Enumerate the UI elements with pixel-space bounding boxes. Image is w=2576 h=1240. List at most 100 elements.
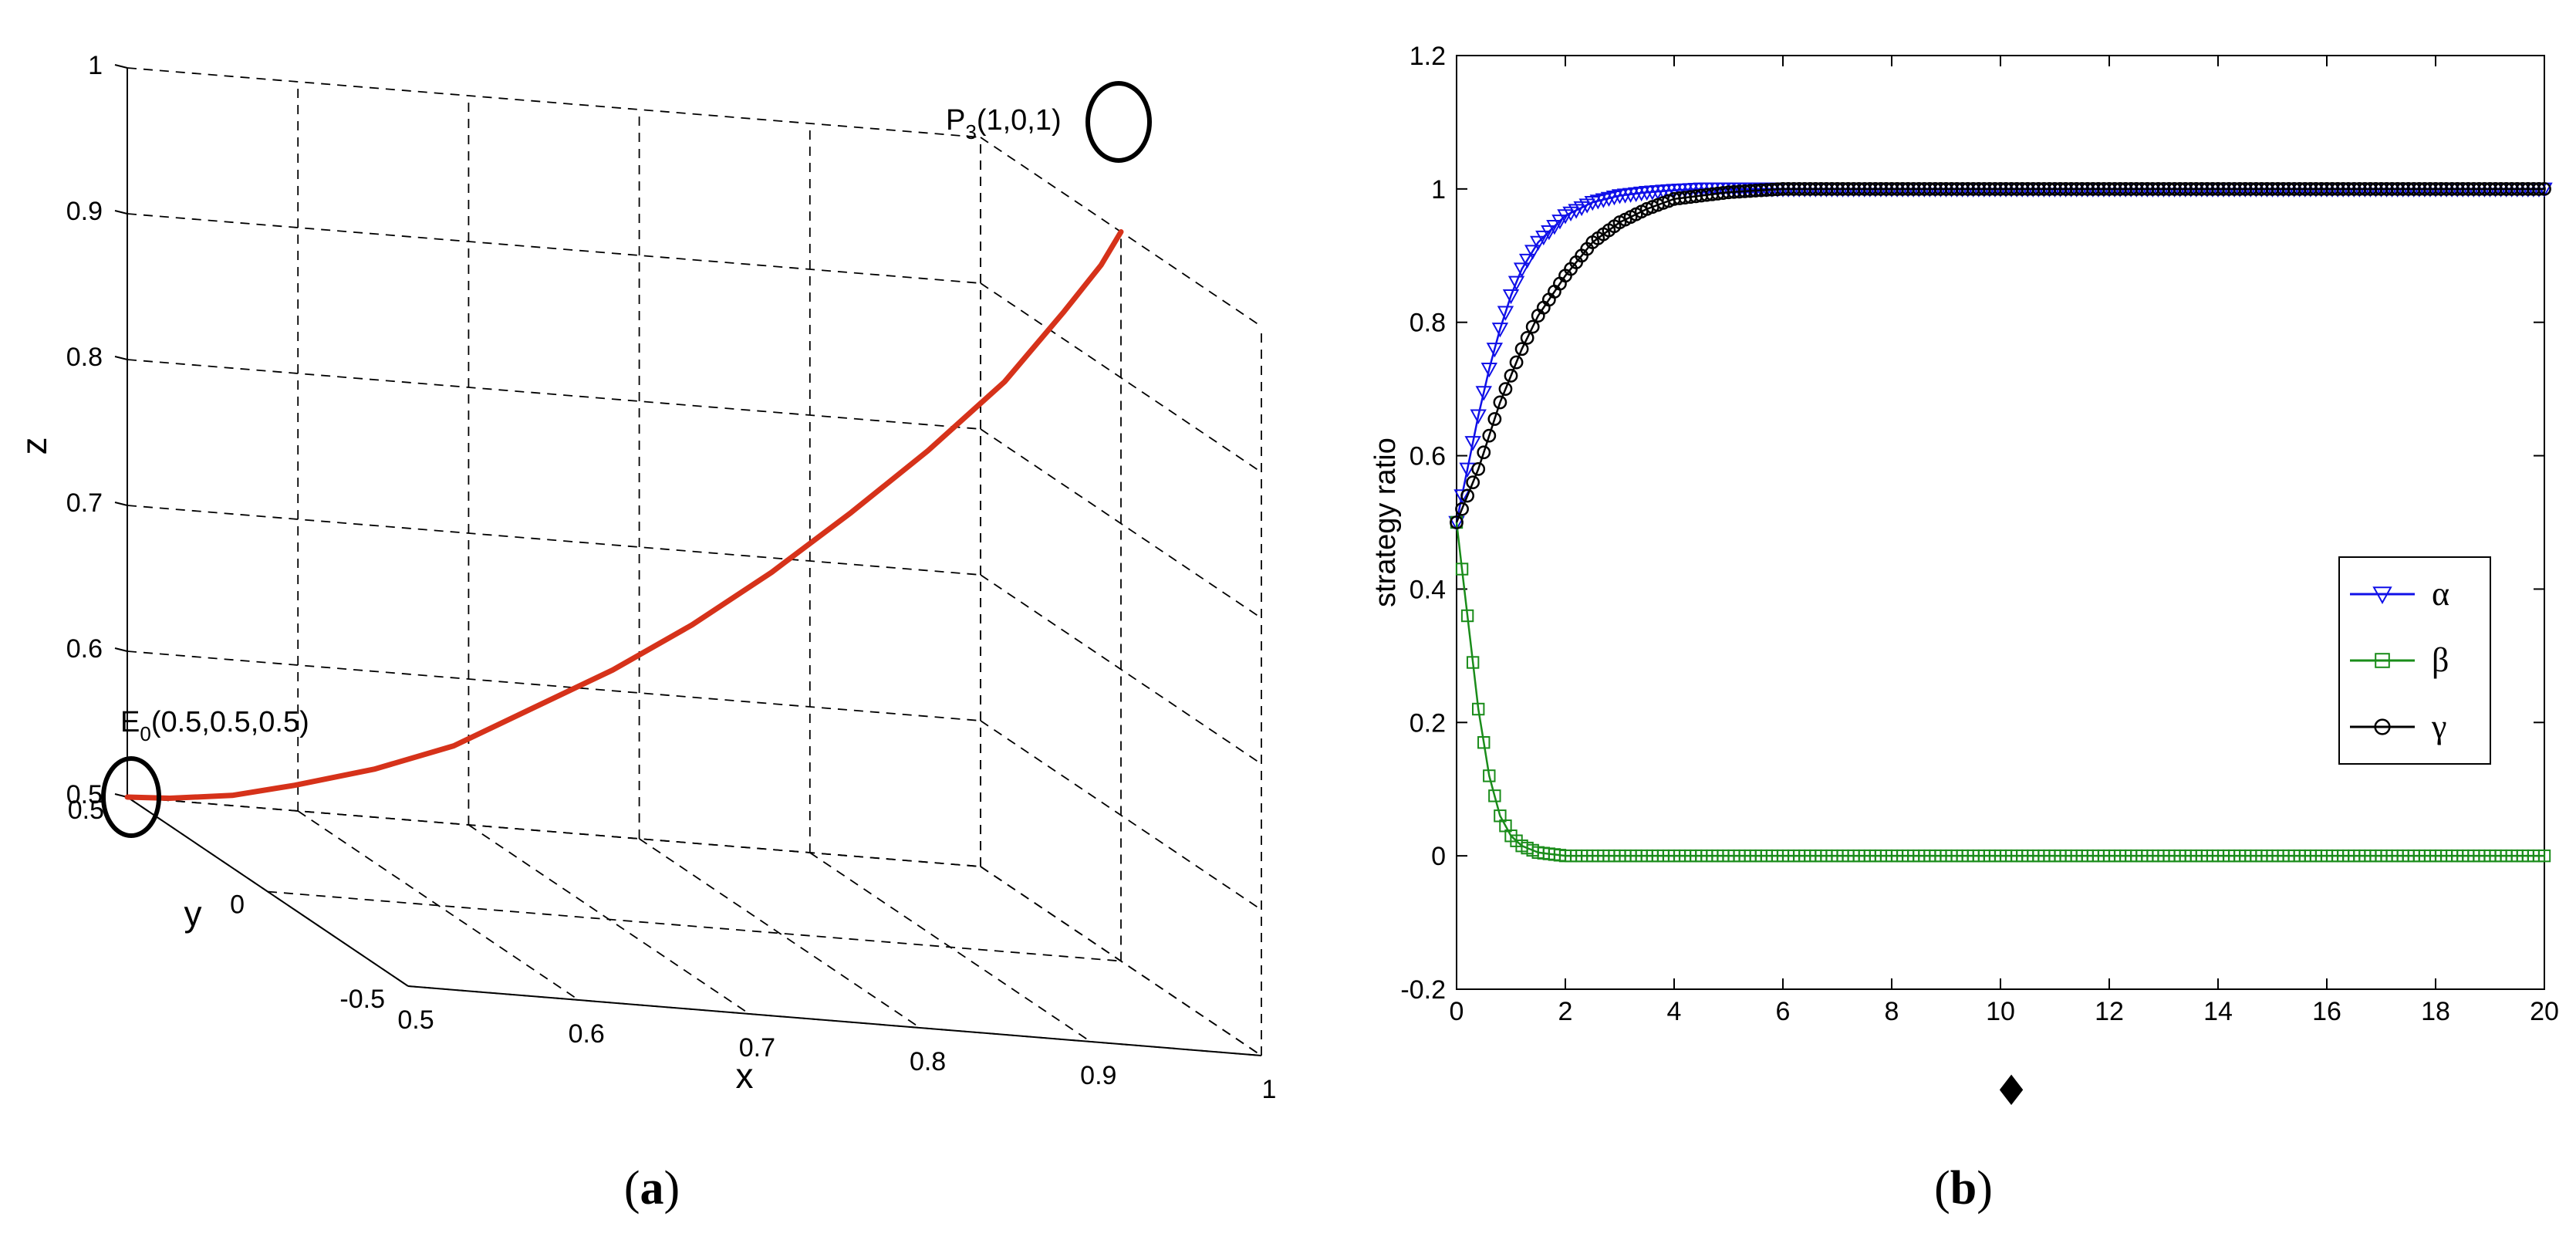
- grid-line-yz-horizontal: [980, 720, 1262, 911]
- series-marker: [1455, 502, 1469, 516]
- end-point-circle: [1085, 81, 1152, 163]
- series-marker: [1470, 409, 1487, 424]
- series-marker: [1525, 319, 1540, 334]
- panel-a-trajectory: [124, 229, 1124, 801]
- z-tick-label: 0.8: [66, 343, 103, 372]
- grid-line-xz-horizontal: [127, 505, 981, 576]
- series-marker: [1459, 462, 1476, 478]
- trajectory-line: [124, 229, 1124, 801]
- legend-label: α: [2432, 575, 2449, 613]
- series-marker: [1471, 461, 1486, 476]
- series-marker: [1502, 289, 1520, 305]
- series-marker: [1486, 343, 1504, 358]
- panel-a-caption-open: (: [624, 1162, 640, 1215]
- series-marker: [2537, 181, 2551, 196]
- series-marker: [1464, 436, 1481, 451]
- start-point-annotation: E0(0.5,0.5,0.5): [120, 706, 309, 745]
- x-tick-label: 0.8: [910, 1047, 946, 1076]
- end-point-annotation: P3(1,0,1): [946, 104, 1062, 144]
- series-marker: [2532, 181, 2546, 196]
- panel-a-3d-plot: 0.50.60.70.80.91-0.500.50.5 0.6 0.7 0.8 0.9 1…: [14, 51, 1276, 1215]
- x-tick-label: 10: [1986, 997, 2015, 1026]
- x-tick-label: 6: [1776, 997, 1791, 1026]
- panel-b-legend: αβγ: [2338, 556, 2491, 765]
- z-tick-label: 0.6: [66, 634, 103, 664]
- series-marker: [1530, 235, 1547, 252]
- y-axis-line: [127, 796, 409, 987]
- series-marker: [1460, 488, 1474, 503]
- y-tick-label: 0: [1431, 842, 1446, 871]
- z-tick-mark: [114, 64, 128, 69]
- series-marker: [1514, 342, 1529, 356]
- series-marker: [1453, 489, 1470, 505]
- x-tick-label: 14: [2203, 997, 2233, 1026]
- panel-a-caption: (a): [624, 1162, 680, 1215]
- series-marker: [1488, 789, 1501, 802]
- panel-b-ylabel: strategy ratio: [1369, 438, 1402, 607]
- series-marker: [1518, 253, 1536, 269]
- series-marker: [1450, 515, 1464, 529]
- series-3: [1450, 181, 2551, 529]
- series-marker: [1487, 412, 1502, 426]
- series-marker: [1455, 563, 1469, 576]
- x-tick-label: 4: [1667, 997, 1682, 1026]
- legend-marker: [2372, 586, 2392, 605]
- panel-b-line-plot: 0 2 4 6 8 10 12 14 16 18 20-0.200.20.40.60.811.2 s…: [1369, 42, 2559, 1215]
- series-marker: [1483, 769, 1496, 782]
- end-annotation-sub: 3: [965, 120, 976, 144]
- legend-marker: [2375, 653, 2390, 668]
- series-marker: [1472, 702, 1485, 716]
- panel-a-xlabel: x: [736, 1056, 754, 1096]
- series-line: [1455, 188, 2544, 523]
- grid-line-yz-horizontal: [980, 282, 1262, 473]
- legend-marker: [2374, 718, 2391, 735]
- start-point-circle: [101, 756, 161, 838]
- x-axis-line: [407, 985, 1262, 1056]
- diamond-marker-icon: ♦: [1993, 1066, 2030, 1115]
- x-tick-label: 1: [1262, 1075, 1277, 1104]
- series-marker: [1491, 323, 1509, 338]
- z-tick-mark: [114, 356, 128, 360]
- y-tick-label: 0.6: [1410, 442, 1446, 471]
- x-tick-label: 18: [2421, 997, 2450, 1026]
- y-tick-label: -0.5: [339, 985, 385, 1014]
- z-tick-label: 0.5: [66, 780, 103, 809]
- series-marker: [1480, 363, 1497, 378]
- panel-b-caption-open: (: [1934, 1162, 1950, 1215]
- y-tick-label: 1: [1431, 175, 1446, 204]
- panel-a-zlabel: z: [14, 438, 54, 455]
- y-tick-label: 0.8: [1410, 309, 1446, 338]
- series-marker: [1493, 395, 1507, 410]
- series-marker: [2537, 849, 2551, 863]
- z-tick-label: 0.9: [66, 197, 103, 226]
- series-marker: [1466, 475, 1480, 490]
- series-marker: [1497, 306, 1514, 321]
- panel-a-caption-letter: a: [640, 1162, 664, 1215]
- panel-b-caption-close: ): [1977, 1162, 1993, 1215]
- grid-line-floor-y: [127, 796, 981, 867]
- panel-a-ticks: 0.50.60.70.80.91-0.500.50.5 0.6 0.7 0.8 0.9 1: [66, 51, 1277, 1104]
- panel-b-ticks: 0 2 4 6 8 10 12 14 16 18 20-0.200.20.40.60.811.2: [1400, 42, 2559, 1026]
- series-marker: [1509, 355, 1524, 370]
- y-tick-label: 0: [230, 890, 245, 920]
- grid-line-floor-x: [639, 838, 921, 1029]
- y-tick-label: 0.2: [1410, 708, 1446, 738]
- x-tick-label: 8: [1885, 997, 1899, 1026]
- x-tick-label: 2: [1558, 997, 1573, 1026]
- panel-b-series: [1448, 181, 2553, 863]
- y-tick-label: 1.2: [1410, 42, 1446, 71]
- series-line: [1455, 188, 2544, 523]
- series-marker: [1460, 609, 1474, 623]
- series-marker: [1513, 262, 1531, 278]
- x-tick-label: 0.5: [397, 1005, 434, 1035]
- x-tick-label: 0.7: [739, 1033, 775, 1063]
- series-marker: [1524, 245, 1541, 260]
- z-tick-mark: [114, 502, 128, 506]
- end-annotation-main: P: [946, 104, 965, 137]
- grid-line-floor-y: [267, 890, 1122, 962]
- grid-line-xz-horizontal: [127, 359, 981, 430]
- x-tick-label: 0: [1450, 997, 1464, 1026]
- grid-line-yz-horizontal: [980, 574, 1262, 765]
- series-marker: [1477, 445, 1491, 460]
